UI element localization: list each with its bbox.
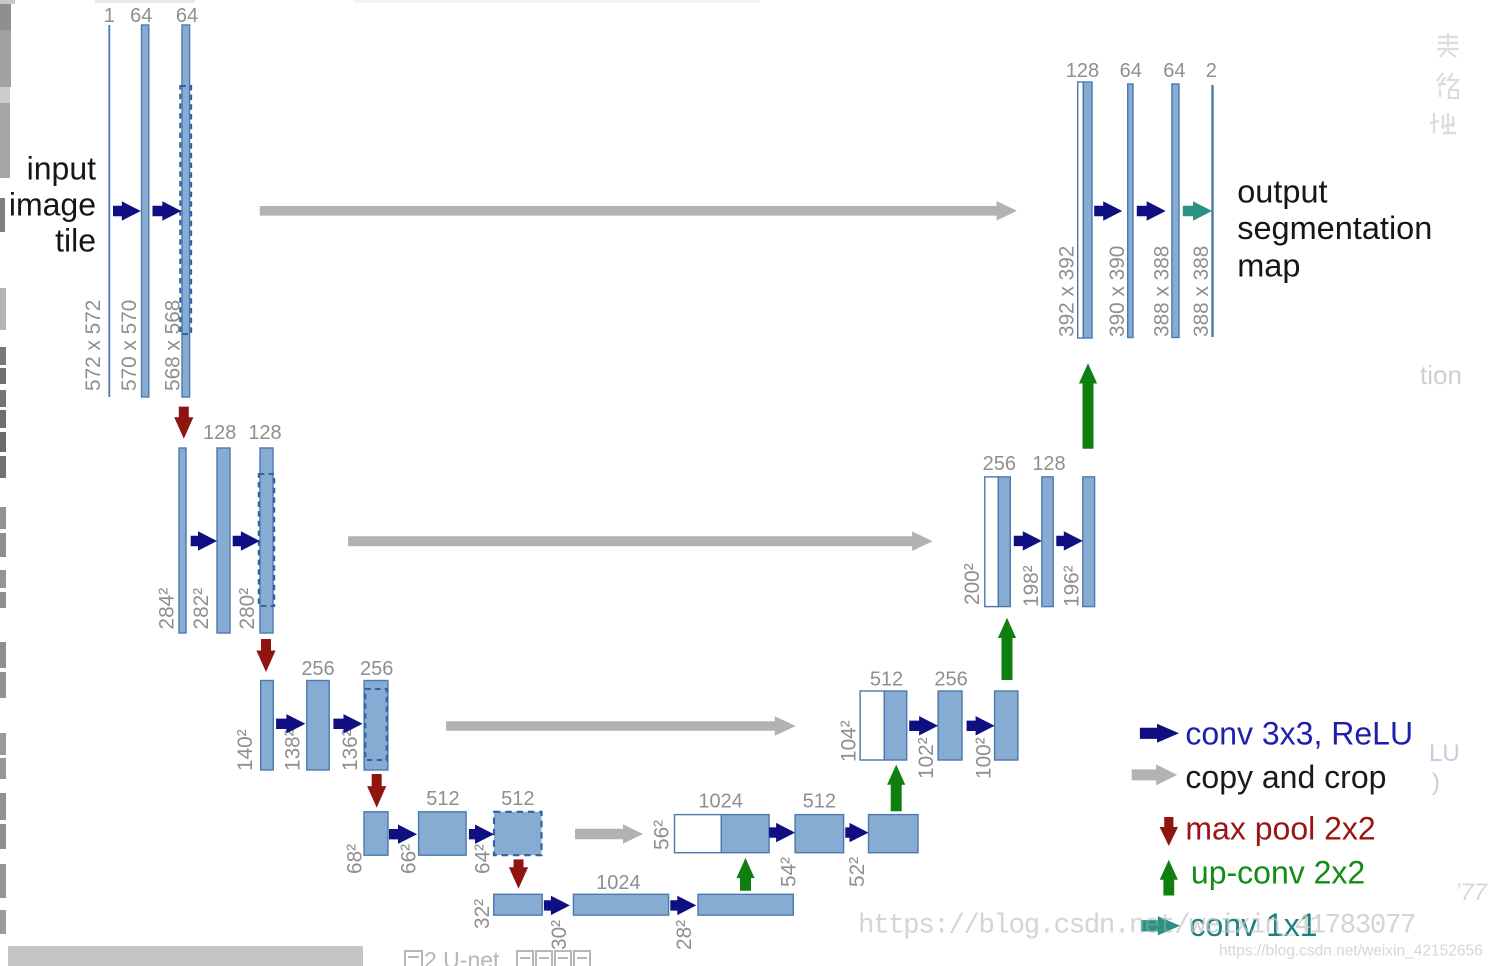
svg-text:512: 512: [501, 788, 534, 810]
svg-text:128: 128: [248, 422, 281, 444]
svg-text:138²: 138²: [282, 729, 305, 771]
svg-text:388 x 388: 388 x 388: [1151, 246, 1174, 337]
svg-text:2 U-net: 2 U-net: [424, 947, 500, 966]
svg-text:up-conv 2x2: up-conv 2x2: [1191, 855, 1365, 891]
svg-text:512: 512: [870, 668, 903, 690]
svg-text:388 x 388: 388 x 388: [1190, 246, 1213, 337]
svg-text:1024: 1024: [698, 791, 743, 813]
svg-text:28²: 28²: [673, 920, 696, 950]
svg-text:66²: 66²: [398, 844, 421, 874]
svg-text:2: 2: [1206, 60, 1217, 82]
svg-text:LU: LU: [1429, 740, 1460, 767]
svg-text:1024: 1024: [596, 872, 641, 894]
svg-text:128: 128: [203, 422, 236, 444]
svg-text:64²: 64²: [472, 844, 495, 874]
svg-text:64: 64: [1120, 60, 1142, 82]
svg-text:https://blog.csdn.net/weixin_4: https://blog.csdn.net/weixin_41783077: [858, 911, 1415, 942]
svg-text:max pool 2x2: max pool 2x2: [1185, 811, 1375, 847]
svg-text:conv 3x3, ReLU: conv 3x3, ReLU: [1185, 716, 1413, 752]
svg-text:136²: 136²: [339, 729, 362, 771]
svg-text:32²: 32²: [471, 899, 494, 929]
svg-text:256: 256: [934, 668, 967, 690]
svg-text:copy and crop: copy and crop: [1185, 759, 1386, 795]
svg-text:102²: 102²: [915, 737, 938, 779]
svg-text:68²: 68²: [344, 844, 367, 874]
svg-text:104²: 104²: [838, 720, 861, 762]
svg-text:572 x 572: 572 x 572: [82, 300, 105, 391]
svg-text:54²: 54²: [778, 857, 801, 887]
svg-text:56²: 56²: [650, 820, 673, 850]
svg-text:280²: 280²: [236, 588, 259, 630]
svg-text:512: 512: [803, 791, 836, 813]
svg-text:284²: 284²: [155, 588, 178, 630]
svg-text:128: 128: [1032, 453, 1065, 475]
svg-text:conv 1x1: conv 1x1: [1190, 907, 1318, 943]
svg-text:https://blog.csdn.net/weixin_4: https://blog.csdn.net/weixin_41783077: [858, 911, 1415, 942]
svg-text:30²: 30²: [548, 920, 571, 950]
svg-text:198²: 198²: [1020, 565, 1043, 607]
svg-text:512: 512: [426, 788, 459, 810]
svg-text:’77: ’77: [1455, 879, 1489, 906]
svg-text:282²: 282²: [190, 588, 213, 630]
svg-text:568 x 568: 568 x 568: [162, 300, 185, 391]
svg-text:64: 64: [1163, 60, 1185, 82]
svg-text:52²: 52²: [846, 857, 869, 887]
svg-text:196²: 196²: [1061, 565, 1084, 607]
svg-text:64: 64: [130, 5, 152, 27]
svg-text:): ): [1432, 769, 1440, 796]
svg-text:https://blog.csdn.net/weixin_4: https://blog.csdn.net/weixin_42152656: [1219, 943, 1483, 960]
svg-text:570 x 570: 570 x 570: [118, 300, 141, 391]
svg-text:1: 1: [104, 5, 115, 27]
svg-text:390 x 390: 390 x 390: [1106, 246, 1129, 337]
svg-text:392 x 392: 392 x 392: [1056, 246, 1079, 337]
svg-text:100²: 100²: [972, 737, 995, 779]
svg-text:256: 256: [301, 658, 334, 680]
svg-text:64: 64: [176, 5, 198, 27]
svg-text:256: 256: [983, 453, 1016, 475]
svg-text:256: 256: [360, 658, 393, 680]
svg-text:200²: 200²: [961, 563, 984, 605]
svg-text:140²: 140²: [234, 729, 257, 771]
svg-text:128: 128: [1066, 60, 1099, 82]
svg-text:tion: tion: [1420, 360, 1462, 390]
